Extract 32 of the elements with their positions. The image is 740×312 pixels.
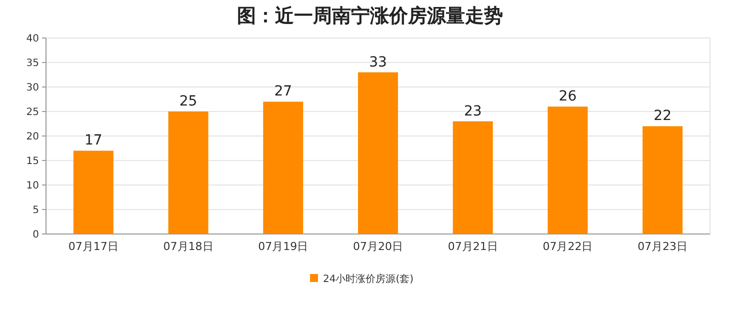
bar	[452, 121, 493, 234]
data-label: 22	[654, 108, 672, 124]
x-tick-label: 07月20日	[353, 240, 403, 253]
bar	[263, 102, 304, 234]
y-tick-label: 25	[26, 107, 39, 118]
data-label: 33	[369, 54, 387, 70]
y-tick-label: 0	[32, 230, 39, 240]
x-tick-label: 07月23日	[638, 240, 688, 253]
data-label: 23	[464, 103, 482, 120]
bar	[548, 106, 588, 234]
y-tick-label: 20	[26, 132, 39, 142]
bar	[168, 112, 208, 234]
legend-label: 24小时涨价房源(套)	[323, 273, 414, 285]
x-tick-label: 07月17日	[68, 240, 118, 253]
data-label: 17	[84, 132, 102, 149]
bar	[358, 72, 398, 234]
bar	[73, 150, 114, 234]
x-tick-label: 07月18日	[163, 240, 214, 253]
x-tick-label: 07月22日	[542, 240, 593, 253]
bar	[642, 126, 683, 234]
x-tick-label: 07月19日	[258, 240, 308, 253]
y-tick-label: 30	[26, 82, 39, 94]
x-tick-label: 07月21日	[448, 240, 498, 253]
data-label: 27	[274, 84, 292, 100]
data-label: 26	[558, 88, 577, 105]
y-tick-label: 10	[26, 180, 39, 192]
y-tick-label: 35	[26, 58, 39, 69]
y-tick-label: 40	[26, 34, 39, 44]
data-label: 25	[179, 94, 198, 110]
y-tick-label: 15	[26, 156, 39, 167]
chart-title: 图：近一周南宁涨价房源量走势	[237, 5, 503, 27]
y-tick-label: 5	[32, 205, 39, 216]
